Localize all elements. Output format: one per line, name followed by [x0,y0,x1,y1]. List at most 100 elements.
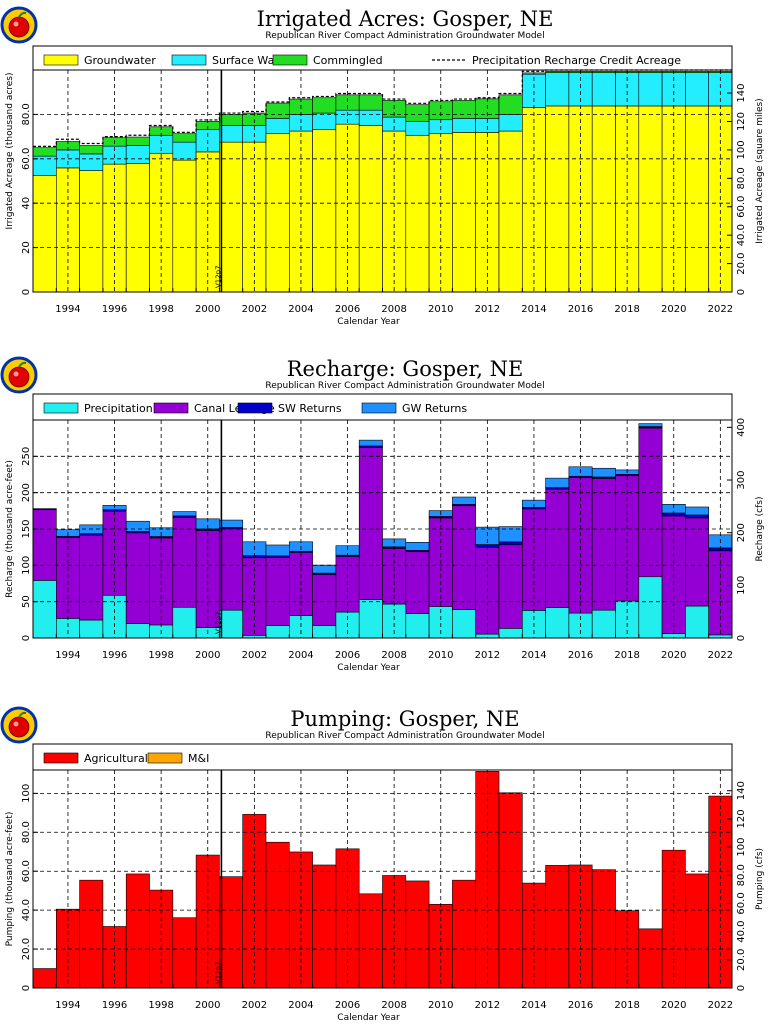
legend-label: Commingled [313,54,383,67]
bar-agricultural-1996 [102,926,127,989]
xtick-label: 2014 [521,1000,546,1011]
bar-gw-returns-2005 [312,564,337,574]
xtick-label: 2002 [242,1000,267,1011]
ytick-label-right: 0 [736,985,747,991]
y-axis-label-right: Recharge (cfs) [755,496,765,561]
legend-label: SW Returns [278,402,342,415]
ytick-label-left: 20.0 [21,938,32,960]
ytick-label-right: 20.0 [736,949,747,971]
bar-commingled-1995 [79,145,104,155]
bar-surface-water-1995 [79,153,104,171]
ytick-label-right: 140 [736,781,747,800]
xtick-label: 2008 [381,304,406,315]
bar-surface-water-2017 [591,72,616,107]
ytick-label-right: 400 [736,418,747,437]
ytick-label-left: 60.0 [21,860,32,882]
bar-surface-water-2015 [545,72,570,107]
bar-gw-returns-2019 [638,423,663,427]
bar-agricultural-2019 [638,928,663,989]
bar-surface-water-2021 [685,72,710,107]
bar-agricultural-2007 [358,893,383,989]
bar-agricultural-2015 [545,865,570,989]
ytick-label-right: 100 [736,838,747,857]
bar-surface-water-2005 [312,112,337,131]
bar-commingled-1999 [172,133,197,143]
legend-swatch [361,402,397,414]
bar-groundwater-1997 [125,163,150,293]
ytick-label-left: 40 [21,197,32,210]
ytick-label-left: 60.0 [21,148,32,170]
logo-apple-highlight [13,721,19,727]
y-axis-label-left: Pumping (thousand acre-feet) [5,812,15,947]
logo-apple-highlight [13,371,19,377]
logo-leaf-icon [18,11,27,18]
ytick-label-left: 100 [21,556,32,575]
ytick-label-right: 120 [736,112,747,131]
bar-precipitation-2009 [405,613,430,639]
xtick-label: 2010 [428,304,453,315]
bar-agricultural-2017 [591,869,616,989]
bar-gw-returns-1999 [172,511,197,517]
xtick-label: 2010 [428,650,453,661]
xtick-label: 1996 [102,304,127,315]
bar-commingled-1997 [125,136,150,146]
bar-precipitation-2003 [265,625,290,639]
legend-swatch [43,402,79,414]
ytick-label-left: 20 [21,241,32,254]
bar-gw-returns-1993 [32,508,57,510]
bar-agricultural-2011 [452,879,476,989]
xtick-label: 2006 [335,650,360,661]
xtick-label: 2020 [661,650,686,661]
xtick-label: 1996 [102,1000,127,1011]
bar-canal-leakage-2003 [265,557,290,626]
logo-apple-icon [8,366,30,388]
bar-precipitation-2021 [685,605,710,639]
bar-agricultural-1997 [125,873,150,989]
logo-leaf-icon [18,361,27,368]
xtick-label: 2002 [242,304,267,315]
bar-surface-water-1999 [172,141,197,161]
chart-title: Recharge: Gosper, NE [287,357,524,381]
xtick-label: 1998 [148,1000,173,1011]
ytick-label-right: 40.0 [736,224,747,246]
bar-commingled-2009 [405,104,430,122]
bar-canal-leakage-2011 [452,505,476,610]
legend-label: Precipitation Recharge Credit Acreage [472,54,681,67]
legend-label: Agricultural [84,752,148,765]
bar-groundwater-2005 [312,129,337,293]
ytick-label-left: 200 [21,483,32,502]
legend-swatch [237,402,273,414]
bar-canal-leakage-2001 [219,528,243,611]
ytick-label-right: 40.0 [736,921,747,943]
bar-precipitation-2017 [591,609,616,639]
bar-surface-water-2009 [405,120,430,136]
xtick-label: 2018 [614,650,639,661]
bar-commingled-2017 [591,71,616,73]
logo-apple-icon [8,16,30,38]
xtick-label: 2012 [475,304,500,315]
bar-precipitation-2005 [312,625,337,639]
xtick-label: 2000 [195,650,220,661]
bar-surface-water-2011 [452,118,476,133]
bar-surface-water-2003 [265,118,290,135]
xtick-label: 2018 [614,1000,639,1011]
bar-precipitation-2001 [219,609,243,639]
xtick-label: 2012 [475,1000,500,1011]
xtick-label: 2014 [521,304,546,315]
xtick-label: 1994 [55,650,80,661]
ytick-label-left: 0 [21,635,32,641]
xtick-label: 2000 [195,304,220,315]
bar-agricultural-2001 [219,876,243,989]
ytick-label-right: 60.0 [736,196,747,218]
xtick-label: 2002 [242,650,267,661]
ytick-label-right: 140 [736,84,747,103]
legend-swatch [147,752,183,764]
legend-label: Surface Water [212,54,290,67]
bar-surface-water-2013 [498,114,523,132]
bar-sw-returns-2013 [498,541,523,546]
xtick-label: 1994 [55,304,80,315]
ytick-label-left: 0 [21,985,32,991]
y-axis-label-right: Pumping (cfs) [755,848,765,910]
bar-canal-leakage-1993 [32,509,57,581]
